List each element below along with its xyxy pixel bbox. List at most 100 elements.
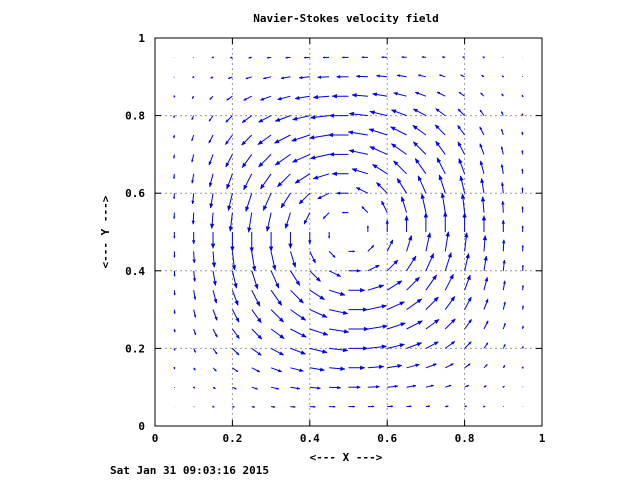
vector-head (251, 266, 257, 272)
vector-head (369, 146, 376, 151)
vector-arrow (386, 280, 403, 291)
vector-head (301, 333, 307, 338)
vector-arrow (259, 95, 272, 101)
vector-head (235, 369, 239, 373)
vector-head (192, 386, 196, 389)
vector-arrow (173, 95, 176, 98)
vector-arrow (390, 109, 407, 117)
vector-arrow (421, 56, 426, 59)
vector-head (502, 364, 506, 368)
vector-head (416, 298, 423, 304)
vector-arrow (290, 309, 307, 321)
vector-head (501, 219, 505, 224)
vector-arrow (425, 363, 438, 369)
vector-arrow (372, 163, 388, 175)
vector-head (441, 56, 445, 59)
vector-arrow (290, 328, 307, 338)
vector-arrow (464, 384, 470, 388)
vector-arrow (420, 193, 427, 213)
vector-head (328, 113, 335, 118)
tick-layer: 0 0.2 0.4 0.6 0.8 1 0 0.2 0.4 0.6 0.8 1 (125, 32, 546, 445)
vector-head (236, 352, 240, 356)
vector-head (193, 332, 197, 336)
vector-arrow (210, 232, 216, 249)
vector-arrow (425, 384, 435, 388)
vector-arrow (328, 152, 349, 157)
x-tick-label: 0.8 (455, 432, 475, 445)
vector-head (355, 187, 361, 191)
vector-arrow (457, 124, 466, 136)
vector-arrow (381, 200, 388, 213)
vector-head (193, 296, 197, 301)
vector-arrow (371, 92, 388, 97)
vector-head (348, 149, 355, 154)
vector-head (465, 252, 470, 259)
vector-head (417, 175, 423, 182)
vector-arrow (423, 212, 429, 232)
vector-arrow (414, 158, 427, 175)
vector-arrow (270, 367, 283, 373)
vector-arrow (322, 56, 330, 59)
vector-arrow (274, 134, 291, 144)
vector-head (234, 300, 239, 306)
vector-head (457, 141, 462, 147)
vector-arrow (257, 134, 272, 145)
vector-arrow (270, 386, 280, 390)
vector-arrow (444, 252, 452, 271)
vector-arrow (347, 130, 368, 136)
vector-arrow (270, 328, 285, 339)
vector-arrow (336, 75, 349, 79)
vector-head (458, 158, 463, 164)
vector-arrow (417, 175, 427, 194)
x-tick-label: 1 (539, 432, 546, 445)
vector-arrow (231, 251, 237, 271)
vector-head (258, 162, 264, 168)
vector-arrow (481, 74, 485, 78)
vector-head (226, 183, 231, 190)
vector-head (449, 273, 454, 280)
vector-arrow (479, 160, 485, 174)
vector-arrow (231, 309, 240, 323)
vector-arrow (309, 134, 330, 140)
vector-arrow (444, 295, 456, 310)
vector-arrow (284, 212, 291, 230)
x-tick-label: 0.4 (300, 432, 320, 445)
vector-arrow (173, 328, 176, 333)
vector-arrow (329, 289, 346, 296)
vector-arrow (390, 126, 407, 136)
vector-head (315, 276, 321, 282)
vector-arrow (500, 163, 504, 174)
vector-head (331, 171, 337, 176)
vector-arrow (482, 234, 488, 252)
vector-arrow (501, 75, 505, 78)
vector-arrow (441, 56, 446, 59)
vector-arrow (367, 344, 388, 349)
vector-arrow (438, 74, 446, 78)
vector-arrow (225, 115, 233, 123)
chart-title: Navier-Stokes velocity field (253, 12, 438, 25)
vector-head (192, 278, 197, 283)
vector-head (460, 74, 463, 77)
vector-arrow (247, 212, 253, 233)
vector-arrow (479, 126, 485, 136)
vector-arrow (348, 269, 361, 273)
vector-head (396, 280, 403, 286)
vector-head (193, 314, 197, 318)
vector-head (274, 282, 280, 289)
vector-arrow (173, 309, 176, 315)
vector-arrow (243, 173, 253, 191)
vector-head (397, 364, 403, 369)
vector-arrow (193, 348, 196, 353)
vector-arrow (329, 309, 349, 315)
vector-head (319, 295, 325, 300)
vector-head (173, 236, 176, 239)
vector-arrow (251, 367, 261, 373)
vector-arrow (208, 134, 214, 144)
vector-arrow (265, 212, 272, 232)
vector-head (445, 231, 450, 237)
vector-head (322, 349, 328, 354)
vector-head (254, 283, 259, 290)
vector-head (173, 115, 176, 119)
vector-head (213, 298, 218, 304)
vector-head (173, 293, 176, 296)
